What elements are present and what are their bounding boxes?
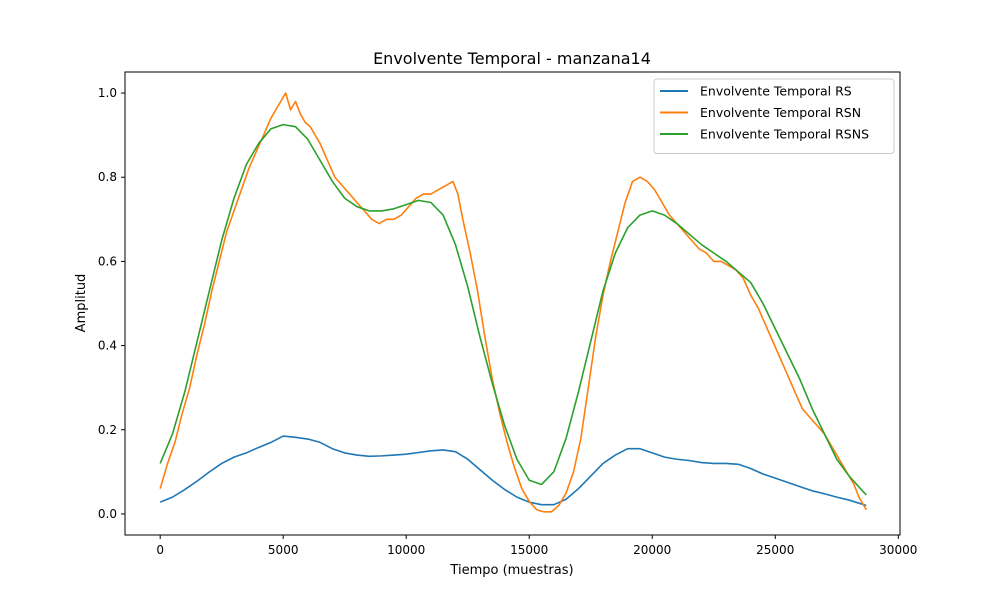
x-tick-label: 30000 <box>879 543 917 557</box>
x-tick-label: 25000 <box>756 543 794 557</box>
y-tick-label: 1.0 <box>98 86 117 100</box>
y-tick-label: 0.0 <box>98 507 117 521</box>
legend-label: Envolvente Temporal RSNS <box>700 127 869 142</box>
series-lines <box>159 92 867 513</box>
x-tick-label: 15000 <box>510 543 548 557</box>
y-tick-label: 0.2 <box>98 423 117 437</box>
y-tick-label: 0.4 <box>98 339 117 353</box>
series-line-1 <box>159 435 867 507</box>
y-tick-label: 0.8 <box>98 170 117 184</box>
chart-title: Envolvente Temporal - manzana14 <box>373 49 651 68</box>
legend-label: Envolvente Temporal RS <box>700 84 852 99</box>
y-axis: 0.0 0.2 0.4 0.6 0.8 1.0 <box>98 86 125 521</box>
series-line-2 <box>159 92 867 513</box>
series-line-3 <box>159 123 867 496</box>
x-tick-label: 20000 <box>633 543 671 557</box>
legend-box <box>653 78 895 154</box>
legend: Envolvente Temporal RS Envolvente Tempora… <box>653 78 895 154</box>
y-tick-label: 0.6 <box>98 254 117 268</box>
x-tick-label: 5000 <box>268 543 299 557</box>
x-tick-label: 0 <box>156 543 164 557</box>
x-tick-label: 10000 <box>387 543 425 557</box>
plot-frame <box>124 71 901 536</box>
legend-label: Envolvente Temporal RSN <box>700 105 861 120</box>
x-axis: 0 5000 10000 15000 20000 25000 30000 <box>156 535 917 557</box>
y-axis-label: Amplitud <box>74 274 89 333</box>
x-axis-label: Tiempo (muestras) <box>449 563 573 578</box>
